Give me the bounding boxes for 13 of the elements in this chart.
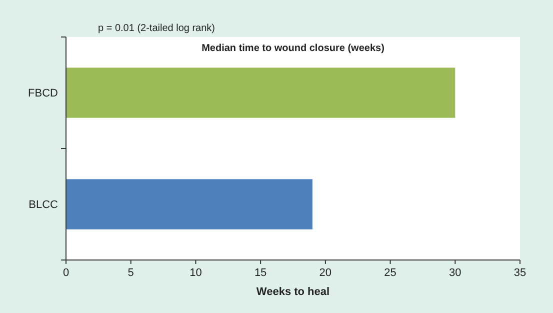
x-tick-label: 35	[514, 267, 526, 279]
x-tick-label: 25	[384, 267, 396, 279]
x-axis-title: Weeks to heal	[256, 286, 330, 298]
x-tick-label: 0	[62, 267, 70, 279]
x-tick-label: 30	[449, 267, 462, 279]
x-tick-label: 10	[190, 267, 202, 279]
y-tick-label: FBCD	[28, 88, 58, 100]
y-tick-label: BLCC	[28, 199, 58, 212]
x-tick-label: 20	[319, 267, 332, 279]
text: p = 0.01 (2-tailed log rank)	[98, 23, 216, 34]
text: Median time to wound closure (weeks)	[202, 43, 384, 54]
x-tick-label: 15	[254, 267, 267, 279]
x-tick-label: 5	[128, 267, 134, 279]
